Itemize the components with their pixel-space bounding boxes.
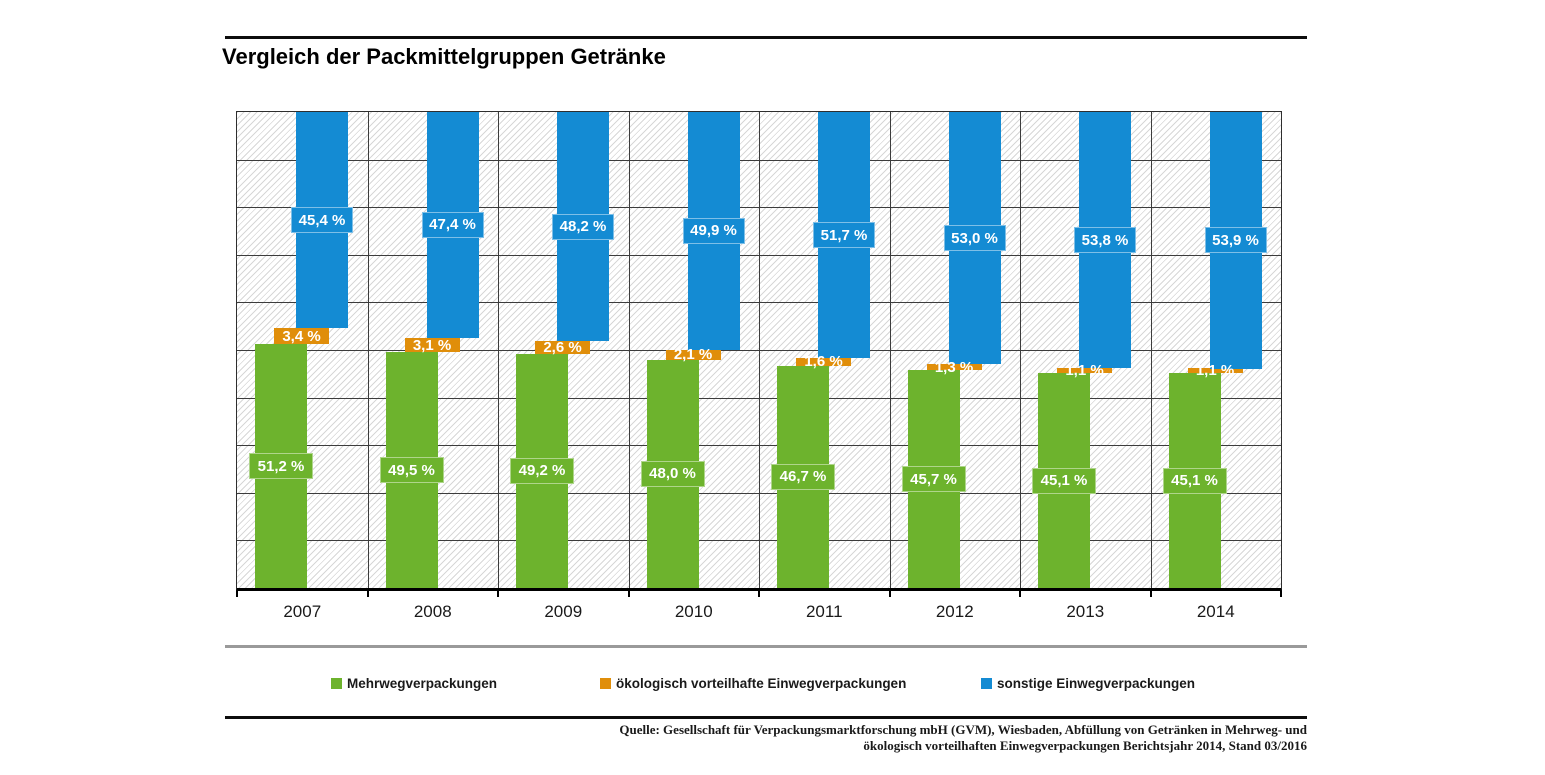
data-label-mehrweg-2007: 51,2 % (249, 453, 313, 480)
data-label-sonstige-einweg-2010: 49,9 % (682, 217, 745, 244)
x-tick-label-2010: 2010 (674, 602, 713, 621)
x-axis-tick (1149, 591, 1152, 597)
data-label-oekologisch-einweg-2013: 1,1 % (1065, 362, 1104, 380)
source-line-1: Quelle: Gesellschaft für Verpackungsmark… (619, 722, 1307, 737)
gridline-vertical (498, 112, 499, 588)
gridline-vertical (1020, 112, 1021, 588)
gridline-vertical (759, 112, 760, 588)
x-tick-label-2014: 2014 (1196, 602, 1235, 621)
x-axis-tick (1280, 591, 1282, 597)
legend-item-orange: ökologisch vorteilhafte Einwegverpackung… (600, 676, 906, 691)
data-label-mehrweg-2013: 45,1 % (1032, 467, 1096, 494)
legend-separator (225, 645, 1307, 648)
x-axis-tick (236, 591, 238, 597)
legend-label-green: Mehrwegverpackungen (347, 676, 498, 691)
x-axis: 2007 2008 2009 2010 2011 2012 2013 2014 (236, 591, 1282, 631)
legend: Mehrwegverpackungen ökologisch vorteilhaf… (0, 676, 1545, 694)
data-label-sonstige-einweg-2012: 53,0 % (943, 225, 1006, 252)
x-axis-tick (758, 591, 760, 597)
x-tick-label-2009: 2009 (544, 602, 583, 621)
top-rule (225, 36, 1307, 39)
x-axis-tick (366, 591, 369, 597)
bar-oekologisch-einweg-2007 (274, 328, 329, 345)
data-label-oekologisch-einweg-2008: 3,1 % (412, 336, 452, 354)
data-label-mehrweg-2009: 49,2 % (510, 457, 574, 484)
gridline-vertical (367, 112, 369, 588)
legend-swatch-blue-icon (981, 678, 992, 689)
data-label-sonstige-einweg-2014: 53,9 % (1204, 227, 1267, 254)
data-label-oekologisch-einweg-2010: 2,1 % (673, 346, 713, 364)
legend-item-green: Mehrwegverpackungen (331, 676, 497, 691)
data-label-sonstige-einweg-2011: 51,7 % (813, 222, 875, 249)
x-axis-tick (627, 591, 630, 597)
bar-oekologisch-einweg-2012 (926, 364, 982, 371)
x-tick-label-2011: 2011 (805, 602, 843, 621)
source-separator (225, 716, 1307, 719)
data-label-mehrweg-2008: 49,5 % (379, 457, 444, 484)
source-note: Quelle: Gesellschaft für Verpackungsmark… (619, 722, 1307, 753)
legend-label-orange: ökologisch vorteilhafte Einwegverpackung… (616, 676, 907, 691)
legend-swatch-green-icon (331, 678, 342, 689)
x-tick-label-2008: 2008 (413, 602, 452, 621)
data-label-oekologisch-einweg-2007: 3,4 % (282, 327, 321, 345)
data-label-sonstige-einweg-2008: 47,4 % (421, 211, 484, 238)
bar-oekologisch-einweg-2009 (535, 341, 590, 354)
gridline-vertical (628, 112, 630, 588)
data-label-mehrweg-2012: 45,7 % (901, 466, 966, 493)
data-label-sonstige-einweg-2007: 45,4 % (291, 207, 353, 234)
bar-oekologisch-einweg-2011 (796, 358, 851, 366)
data-label-mehrweg-2010: 48,0 % (640, 460, 705, 487)
legend-label-blue: sonstige Einwegverpackungen (997, 676, 1196, 691)
x-tick-label-2012: 2012 (935, 602, 974, 621)
legend-item-blue: sonstige Einwegverpackungen (981, 676, 1195, 691)
bar-oekologisch-einweg-2014 (1187, 368, 1243, 374)
source-line-2: ökologisch vorteilhaften Einwegverpackun… (863, 737, 1307, 753)
data-label-oekologisch-einweg-2011: 1,6 % (804, 353, 843, 371)
data-label-mehrweg-2014: 45,1 % (1162, 467, 1227, 494)
bar-oekologisch-einweg-2008 (404, 337, 460, 353)
chart-title: Vergleich der Packmittelgruppen Getränke (222, 44, 666, 69)
x-axis-tick (497, 591, 499, 597)
x-tick-label-2013: 2013 (1066, 602, 1105, 621)
data-label-mehrweg-2011: 46,7 % (771, 463, 835, 490)
plot-area: 51,2 % 45,4 % 3,4 % 49,5 % 47,4 % 3,1 % 49,2 %… (236, 111, 1282, 591)
data-label-oekologisch-einweg-2012: 1,3 % (934, 358, 974, 376)
bar-oekologisch-einweg-2010 (665, 349, 721, 360)
bar-oekologisch-einweg-2013 (1057, 368, 1112, 374)
data-label-sonstige-einweg-2013: 53,8 % (1074, 227, 1136, 254)
legend-swatch-orange-icon (600, 678, 611, 689)
data-label-oekologisch-einweg-2009: 2,6 % (543, 339, 582, 357)
data-label-oekologisch-einweg-2014: 1,1 % (1195, 362, 1235, 380)
x-axis-tick (1019, 591, 1021, 597)
x-tick-label-2007: 2007 (283, 602, 322, 621)
gridline-vertical (889, 112, 891, 588)
x-axis-tick (888, 591, 891, 597)
gridline-vertical (1150, 112, 1152, 588)
data-label-sonstige-einweg-2009: 48,2 % (552, 213, 614, 240)
